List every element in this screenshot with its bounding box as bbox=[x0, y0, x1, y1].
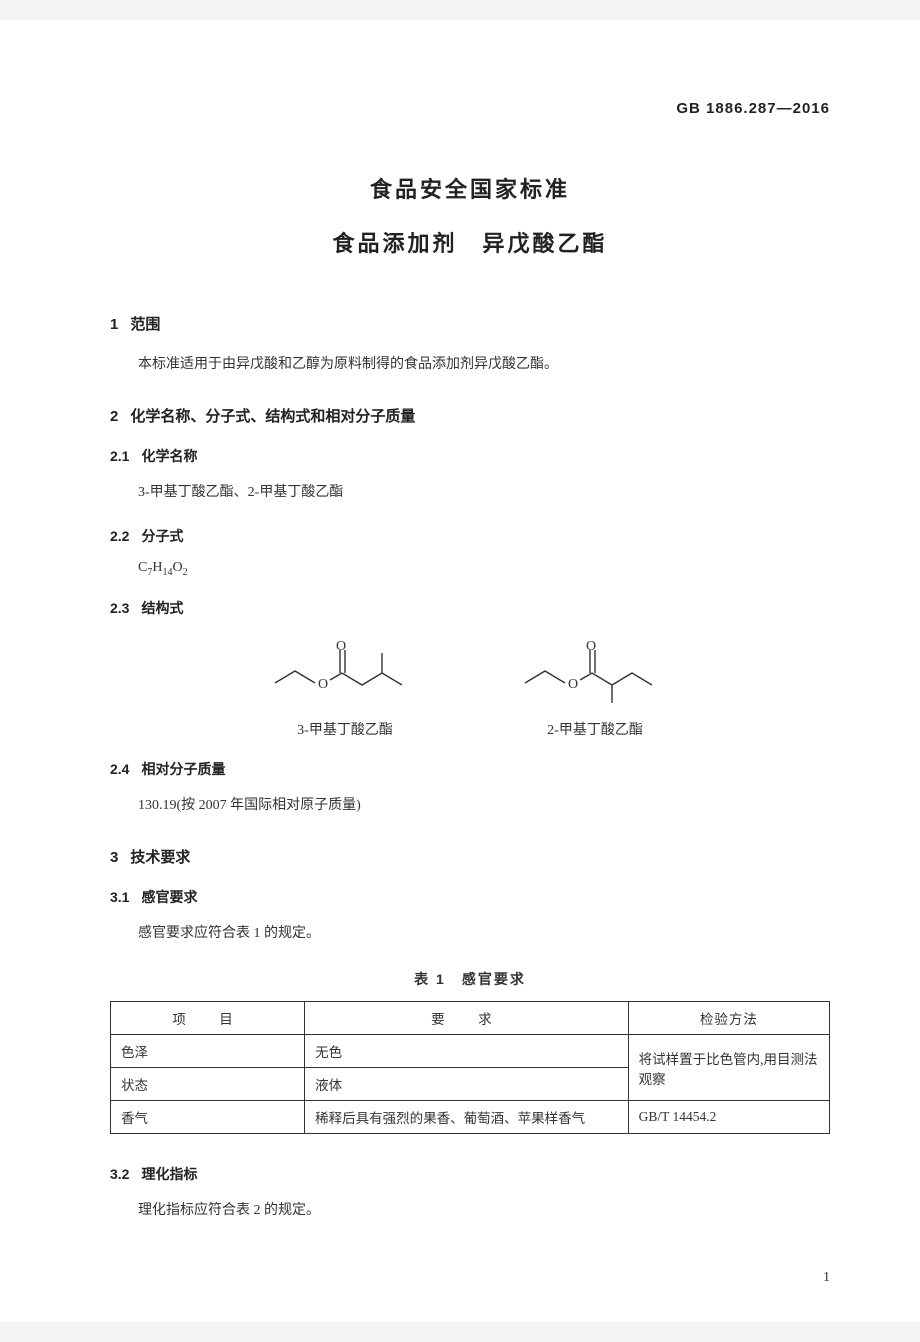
section-3-2-body: 理化指标应符合表 2 的规定。 bbox=[110, 1198, 830, 1225]
structure-right: O O 2-甲基丁酸乙酯 bbox=[520, 638, 670, 739]
section-2-4-heading: 2.4 相对分子质量 bbox=[110, 759, 830, 779]
section-2-2-title: 分子式 bbox=[141, 528, 183, 544]
section-3-2-num: 3.2 bbox=[110, 1166, 129, 1182]
section-2-2-heading: 2.2 分子式 bbox=[110, 526, 830, 546]
main-title: 食品安全国家标准 bbox=[110, 172, 830, 204]
section-3-2-title: 理化指标 bbox=[141, 1166, 197, 1182]
section-3-1-num: 3.1 bbox=[110, 889, 129, 905]
section-1-num: 1 bbox=[110, 316, 118, 333]
table-cell: 无色 bbox=[305, 1035, 629, 1068]
table-col-method: 检验方法 bbox=[628, 1002, 829, 1035]
section-3-1-heading: 3.1 感官要求 bbox=[110, 887, 830, 907]
molecule-2-methyl-icon: O O bbox=[520, 638, 670, 708]
table-1: 项 目 要 求 检验方法 色泽 无色 将试样置于比色管内,用目测法观察 状态 液… bbox=[110, 1001, 830, 1134]
section-2-1-heading: 2.1 化学名称 bbox=[110, 446, 830, 466]
section-1-heading: 1 范围 bbox=[110, 313, 830, 334]
section-2-heading: 2 化学名称、分子式、结构式和相对分子质量 bbox=[110, 405, 830, 426]
table-col-req: 要 求 bbox=[305, 1002, 629, 1035]
svg-text:O: O bbox=[586, 639, 596, 654]
table-cell: 香气 bbox=[111, 1101, 305, 1134]
molecular-formula: C7H14O2 bbox=[110, 560, 830, 578]
structure-left: O O 3-甲基丁酸乙酯 bbox=[270, 638, 420, 739]
svg-text:O: O bbox=[318, 677, 328, 692]
structure-diagrams: O O 3-甲基丁酸乙酯 O bbox=[110, 638, 830, 739]
formula-c: C bbox=[138, 560, 147, 575]
section-2-4-title: 相对分子质量 bbox=[141, 761, 225, 777]
section-3-2-heading: 3.2 理化指标 bbox=[110, 1164, 830, 1184]
section-1-body: 本标准适用于由异戊酸和乙醇为原料制得的食品添加剂异戊酸乙酯。 bbox=[110, 352, 830, 379]
section-2-1-body: 3-甲基丁酸乙酯、2-甲基丁酸乙酯 bbox=[110, 480, 830, 507]
standard-code: GB 1886.287—2016 bbox=[110, 100, 830, 117]
table-col-item: 项 目 bbox=[111, 1002, 305, 1035]
sub-title: 食品添加剂 异戊酸乙酯 bbox=[110, 226, 830, 258]
formula-o-sub: 2 bbox=[183, 567, 188, 578]
page-container: GB 1886.287—2016 食品安全国家标准 食品添加剂 异戊酸乙酯 1范… bbox=[0, 20, 920, 1322]
structure-right-label: 2-甲基丁酸乙酯 bbox=[520, 719, 670, 739]
table-cell: 液体 bbox=[305, 1068, 629, 1101]
section-2-3-title: 结构式 bbox=[141, 600, 183, 616]
section-3-title: 技术要求 bbox=[130, 849, 190, 866]
section-2-num: 2 bbox=[110, 408, 118, 425]
formula-h-sub: 14 bbox=[162, 567, 172, 578]
svg-text:O: O bbox=[336, 639, 346, 654]
section-3-num: 3 bbox=[110, 849, 118, 866]
structure-left-label: 3-甲基丁酸乙酯 bbox=[270, 719, 420, 739]
table-header-row: 项 目 要 求 检验方法 bbox=[111, 1002, 830, 1035]
table-row: 香气 稀释后具有强烈的果香、葡萄酒、苹果样香气 GB/T 14454.2 bbox=[111, 1101, 830, 1134]
section-2-4-body: 130.19(按 2007 年国际相对原子质量) bbox=[110, 793, 830, 820]
section-3-heading: 3 技术要求 bbox=[110, 846, 830, 867]
section-2-4-num: 2.4 bbox=[110, 761, 129, 777]
section-2-3-heading: 2.3 结构式 bbox=[110, 598, 830, 618]
table-cell: 色泽 bbox=[111, 1035, 305, 1068]
table-cell: 状态 bbox=[111, 1068, 305, 1101]
svg-text:O: O bbox=[568, 677, 578, 692]
formula-o: O bbox=[172, 560, 182, 575]
molecule-3-methyl-icon: O O bbox=[270, 638, 420, 708]
section-2-title: 化学名称、分子式、结构式和相对分子质量 bbox=[130, 408, 415, 425]
page-number: 1 bbox=[823, 1270, 830, 1286]
section-3-1-body: 感官要求应符合表 1 的规定。 bbox=[110, 921, 830, 948]
section-2-1-title: 化学名称 bbox=[141, 448, 197, 464]
table-1-caption: 表 1 感官要求 bbox=[110, 969, 830, 989]
table-cell: 将试样置于比色管内,用目测法观察 bbox=[628, 1035, 829, 1101]
section-2-2-num: 2.2 bbox=[110, 528, 129, 544]
formula-h: H bbox=[152, 560, 162, 575]
table-cell: GB/T 14454.2 bbox=[628, 1101, 829, 1134]
table-cell: 稀释后具有强烈的果香、葡萄酒、苹果样香气 bbox=[305, 1101, 629, 1134]
section-2-1-num: 2.1 bbox=[110, 448, 129, 464]
table-row: 色泽 无色 将试样置于比色管内,用目测法观察 bbox=[111, 1035, 830, 1068]
section-2-3-num: 2.3 bbox=[110, 600, 129, 616]
section-3-1-title: 感官要求 bbox=[141, 889, 197, 905]
section-1-title: 范围 bbox=[130, 316, 160, 333]
